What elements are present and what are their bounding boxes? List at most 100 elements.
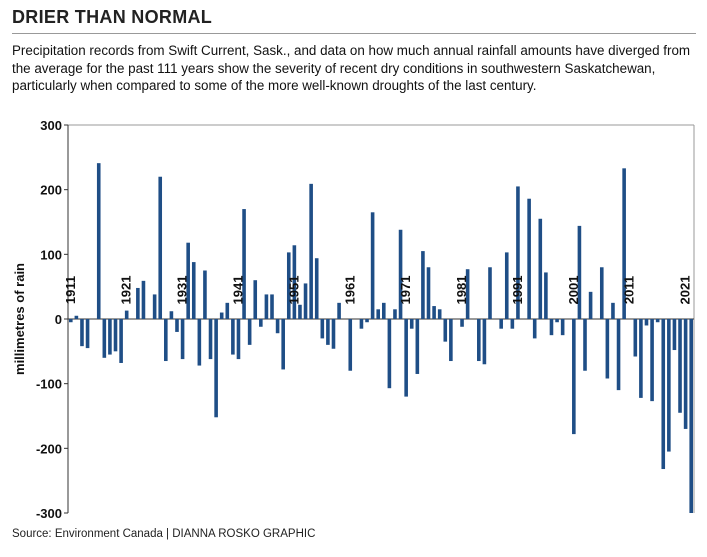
bar (314, 258, 319, 319)
y-tick-label: 200 (40, 183, 62, 198)
x-tick-label: 1971 (398, 276, 413, 305)
bar (421, 251, 425, 319)
bar (326, 319, 330, 345)
bar (253, 280, 258, 319)
bar (203, 270, 207, 319)
bar (359, 319, 364, 329)
bar (398, 229, 403, 319)
bar (158, 176, 163, 319)
bar (488, 267, 492, 319)
bar (242, 209, 246, 319)
bar (214, 319, 218, 418)
x-tick-label: 2001 (566, 276, 581, 305)
bar (219, 312, 224, 319)
bar (381, 302, 386, 319)
y-tick-label: -100 (36, 377, 62, 392)
bar (365, 319, 369, 323)
y-tick-label: 0 (55, 312, 62, 327)
bar (298, 304, 302, 319)
bar (426, 267, 431, 319)
bar (555, 319, 559, 323)
bar (292, 245, 297, 319)
bar (164, 319, 168, 362)
source: Source: Environment Canada | DIANNA ROSK… (12, 528, 316, 540)
bar (527, 198, 531, 319)
bar (650, 319, 654, 402)
bar (460, 319, 464, 327)
bar (303, 283, 308, 319)
bar (113, 319, 118, 352)
x-tick-label: 1961 (342, 276, 357, 305)
bar (175, 319, 179, 332)
bar (169, 311, 174, 319)
bar (180, 319, 185, 360)
bar (225, 302, 230, 319)
x-tick-label: 1981 (454, 276, 469, 305)
bar (672, 319, 677, 351)
x-tick-label: 2011 (622, 276, 637, 304)
bar (387, 319, 392, 389)
bar (85, 319, 90, 349)
bar (544, 272, 548, 319)
bar (510, 319, 515, 329)
bar (102, 319, 107, 358)
bar (80, 319, 84, 347)
bar (409, 319, 414, 329)
bar (588, 291, 593, 319)
bar (415, 319, 420, 374)
bar (477, 319, 481, 362)
bar (605, 319, 610, 379)
y-tick-label: -200 (36, 441, 62, 456)
bar (141, 280, 146, 319)
bar (443, 319, 448, 342)
bar (655, 319, 660, 323)
bar (516, 186, 520, 319)
bar (611, 302, 615, 319)
bar (270, 294, 274, 319)
x-tick-label: 1921 (119, 276, 134, 305)
bar (532, 319, 537, 339)
bar (667, 319, 671, 452)
bar (275, 319, 280, 334)
y-tick-label: -300 (36, 506, 62, 521)
bar (577, 225, 582, 319)
y-axis-label: millimetres of rain (12, 263, 27, 375)
bar (96, 163, 101, 319)
x-tick-label: 1931 (175, 276, 190, 305)
bar (152, 294, 157, 319)
bar (331, 319, 336, 349)
bar (68, 319, 73, 323)
bar (616, 319, 621, 391)
bar (393, 309, 397, 319)
bar (404, 319, 408, 397)
bar (320, 319, 325, 339)
bar (108, 319, 112, 355)
bar (186, 242, 190, 319)
bar (572, 319, 576, 435)
bar (348, 319, 353, 371)
bar (499, 319, 503, 329)
x-tick-label: 1941 (230, 276, 245, 305)
bar (376, 309, 381, 319)
y-tick-label: 100 (40, 247, 62, 262)
bar (236, 319, 241, 360)
bar (644, 319, 649, 326)
bar (309, 183, 313, 319)
bar (538, 218, 543, 319)
bar (599, 267, 604, 319)
bar (191, 262, 196, 319)
x-tick-label: 2021 (678, 276, 693, 305)
x-tick-label: 1911 (63, 276, 78, 304)
bar (432, 306, 436, 319)
chart-subtitle: Precipitation records from Swift Current… (12, 43, 691, 94)
y-tick-label: 300 (40, 118, 62, 133)
bar (74, 315, 79, 319)
bar (689, 319, 694, 513)
x-tick-label: 1991 (510, 276, 525, 305)
bar (124, 310, 129, 319)
bar (504, 252, 509, 319)
bar (622, 168, 626, 319)
chart-title: DRIER THAN NORMAL (12, 7, 213, 27)
bar (465, 269, 470, 319)
